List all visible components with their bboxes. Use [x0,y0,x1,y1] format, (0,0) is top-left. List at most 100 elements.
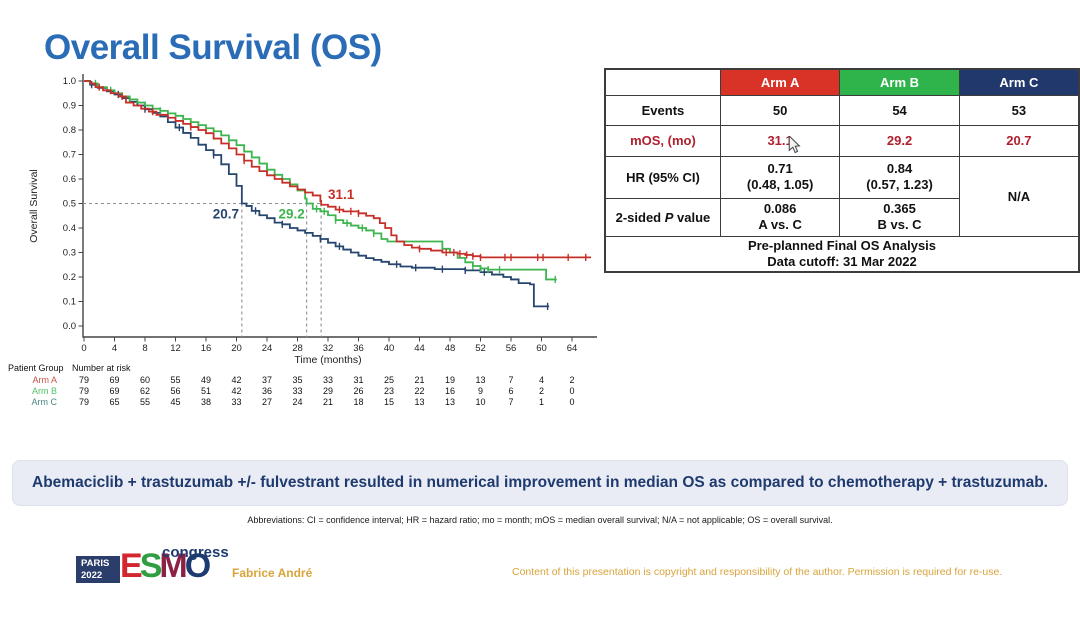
risk-count: 62 [140,386,150,396]
risk-count: 4 [539,375,544,385]
y-tick-label: 0.9 [63,101,76,112]
x-tick-label: 24 [262,343,273,354]
km-curve-arm-b [84,80,557,281]
risk-count: 13 [414,397,424,407]
column-header-arm-b: Arm B [839,68,960,96]
mos-arm-a: 31.1 [719,124,841,157]
risk-count: 2 [569,375,574,385]
risk-count: 65 [109,397,119,407]
risk-count: 9 [478,386,483,396]
risk-count: 19 [445,375,455,385]
esmo-letter-m: M [159,547,187,585]
x-tick-label: 40 [384,343,395,354]
km-curve-arm-a [84,80,592,259]
risk-count: 15 [384,397,394,407]
risk-count: 10 [475,397,485,407]
risk-count: 69 [109,375,119,385]
risk-table-header-patient-group: Patient Group [8,363,64,373]
risk-count: 42 [231,375,241,385]
risk-count: 25 [384,375,394,385]
column-header-arm-a: Arm A [719,68,841,96]
median-label-arm-b: 29.2 [279,207,305,222]
x-axis-title: Time (months) [294,354,361,366]
x-tick-label: 52 [475,343,486,354]
risk-count: 37 [262,375,272,385]
risk-count: 45 [170,397,180,407]
row-label-events: Events [604,94,721,126]
km-curve-arm-c [84,80,550,308]
risk-count: 6 [508,386,513,396]
x-tick-label: 16 [201,343,212,354]
mouse-cursor-icon [788,136,801,154]
risk-count: 29 [323,386,333,396]
risk-count: 18 [353,397,363,407]
x-tick-label: 0 [81,343,86,354]
row-label-mos: mOS, (mo) [604,124,721,157]
esmo-logo: ESMO [120,547,212,585]
abbreviations-text: Abbreviations: CI = confidence interval;… [247,515,833,525]
table-footer-note: Pre-planned Final OS Analysis Data cutof… [604,235,1080,273]
median-label-arm-a: 31.1 [328,187,355,202]
events-arm-c: 53 [958,94,1080,126]
x-tick-label: 60 [536,343,547,354]
p-value-arm-b: 0.365 B vs. C [839,197,960,237]
x-tick-label: 64 [567,343,578,354]
risk-count: 33 [323,375,333,385]
km-survival-chart: 0.00.10.20.30.40.50.60.70.80.91.00 4 8 12 16… [8,74,597,407]
x-tick-label: 56 [506,343,517,354]
y-tick-label: 0.7 [63,150,76,161]
conclusion-banner: Abemaciclib + trastuzumab +/- fulvestran… [12,460,1068,506]
events-arm-b: 54 [839,94,960,126]
speaker-name: Fabrice André [232,566,313,580]
hr-arm-a: 0.71 (0.48, 1.05) [719,155,841,199]
risk-count: 38 [201,397,211,407]
table-corner-cell [604,68,721,96]
risk-count: 26 [353,386,363,396]
events-arm-a: 50 [719,94,841,126]
copyright-text: Content of this presentation is copyrigh… [512,566,1003,578]
mos-arm-b: 29.2 [839,124,960,157]
axes [82,74,597,338]
risk-count: 27 [262,397,272,407]
risk-count: 79 [79,397,89,407]
page-title: Overall Survival (OS) [44,28,382,67]
y-axis-title: Overall Survival [28,169,40,243]
risk-count: 51 [201,386,211,396]
risk-table-header-number-at-risk: Number at risk [72,363,131,373]
risk-row-label-arm-b: Arm B [32,386,57,396]
risk-count: 23 [384,386,394,396]
x-tick-label: 12 [170,343,181,354]
risk-count: 21 [323,397,333,407]
x-tick-label: 48 [445,343,456,354]
risk-count: 69 [109,386,119,396]
risk-count: 33 [292,386,302,396]
hr-arm-b: 0.84 (0.57, 1.23) [839,155,960,199]
hr-p-arm-c-na: N/A [958,155,1080,237]
risk-row-label-arm-a: Arm A [32,375,57,385]
x-tick-label: 44 [414,343,425,354]
esmo-letter-s: S [139,547,163,585]
risk-count: 79 [79,375,89,385]
risk-count: 55 [170,375,180,385]
congress-label: congress [162,544,229,561]
row-label-hr: HR (95% CI) [604,155,721,199]
y-tick-label: 0.5 [63,199,76,210]
x-tick-label: 4 [112,343,117,354]
x-tick-label: 20 [231,343,242,354]
risk-count: 16 [445,386,455,396]
x-tick-label: 8 [142,343,147,354]
results-table: Arm A Arm B Arm C Events 50 54 53 mOS, (… [604,68,1080,273]
y-tick-label: 0.0 [63,321,76,332]
risk-count: 60 [140,375,150,385]
risk-count: 13 [475,375,485,385]
risk-count: 0 [569,397,574,407]
median-label-arm-c: 20.7 [213,207,239,222]
column-header-arm-c: Arm C [958,68,1080,96]
risk-count: 56 [170,386,180,396]
risk-count: 7 [508,375,513,385]
esmo-letter-o: O [184,547,212,585]
esmo-paris-badge: PARIS 2022 [76,556,120,583]
risk-count: 33 [231,397,241,407]
x-tick-label: 28 [292,343,303,354]
